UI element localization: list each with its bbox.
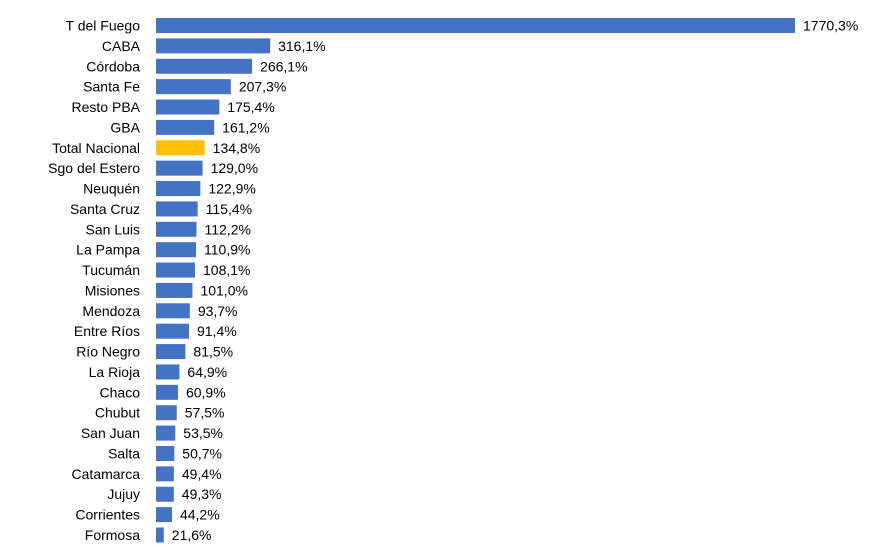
category-label: Jujuy: [107, 486, 140, 502]
value-label: 112,2%: [204, 221, 250, 237]
value-label: 57,5%: [185, 405, 225, 421]
bar: [156, 405, 177, 421]
category-label: Resto PBA: [72, 99, 141, 115]
value-label: 122,9%: [208, 181, 255, 197]
value-label: 49,3%: [182, 486, 222, 502]
value-label: 50,7%: [182, 445, 222, 461]
bar: [156, 58, 253, 74]
bar: [156, 486, 174, 502]
value-label: 81,5%: [193, 344, 233, 360]
value-label: 53,5%: [183, 425, 223, 441]
value-label: 266,1%: [260, 58, 307, 74]
value-label: 108,1%: [203, 262, 250, 278]
bar: [156, 344, 186, 360]
bar: [156, 18, 795, 33]
category-label: Chaco: [100, 384, 141, 400]
bar: [156, 507, 172, 523]
value-label: 316,1%: [278, 38, 325, 54]
category-label: San Luis: [86, 221, 140, 237]
value-label: 64,9%: [187, 364, 227, 380]
category-label: Corrientes: [75, 507, 140, 523]
category-label: La Rioja: [89, 364, 141, 380]
value-label: 129,0%: [211, 160, 258, 176]
category-label: Río Negro: [76, 344, 140, 360]
bar: [156, 201, 198, 217]
category-label: Salta: [108, 445, 140, 461]
bar: [156, 38, 271, 54]
category-label: Neuquén: [83, 181, 140, 197]
value-label: 207,3%: [239, 79, 286, 95]
value-label: 115,4%: [206, 201, 252, 217]
category-label: Misiones: [85, 282, 140, 298]
category-label: Sgo del Estero: [48, 160, 140, 176]
value-label: 21,6%: [172, 527, 212, 543]
bar: [156, 303, 190, 319]
bar: [156, 364, 180, 380]
category-label: Total Nacional: [52, 140, 140, 156]
value-label: 134,8%: [213, 140, 260, 156]
bar: [156, 242, 197, 258]
value-label: 101,0%: [200, 282, 247, 298]
value-label: 49,4%: [182, 466, 222, 482]
bar: [156, 466, 174, 482]
category-label: T del Fuego: [66, 18, 141, 34]
bar: [156, 119, 215, 135]
value-label: 110,9%: [204, 242, 250, 258]
value-label: 175,4%: [227, 99, 274, 115]
bar-highlight: [156, 140, 205, 156]
value-label: 161,2%: [222, 119, 269, 135]
value-label: 60,9%: [186, 384, 226, 400]
value-label: 44,2%: [180, 507, 220, 523]
category-label: Córdoba: [86, 58, 140, 74]
category-label: Tucumán: [82, 262, 140, 278]
bar: [156, 323, 189, 339]
category-label: La Pampa: [76, 242, 140, 258]
value-label: 1770,3%: [803, 18, 858, 34]
bar: [156, 160, 203, 176]
category-label: San Juan: [81, 425, 140, 441]
value-label: 93,7%: [198, 303, 238, 319]
bar: [156, 99, 220, 115]
value-label: 91,4%: [197, 323, 237, 339]
category-label: Formosa: [85, 527, 140, 543]
category-label: Chubut: [95, 405, 140, 421]
category-label: GBA: [110, 119, 140, 135]
category-label: Catamarca: [72, 466, 141, 482]
bar: [156, 181, 201, 197]
bar: [156, 445, 175, 461]
bar: [156, 221, 197, 237]
bar: [156, 262, 196, 278]
category-label: Santa Fe: [83, 79, 140, 95]
category-label: Mendoza: [82, 303, 140, 319]
bar: [156, 384, 178, 400]
category-label: Santa Cruz: [70, 201, 140, 217]
bar: [156, 282, 193, 298]
category-label: CABA: [102, 38, 141, 54]
category-label: Entre Ríos: [74, 323, 140, 339]
bar: [156, 527, 164, 543]
bar: [156, 425, 176, 441]
bar: [156, 79, 231, 95]
